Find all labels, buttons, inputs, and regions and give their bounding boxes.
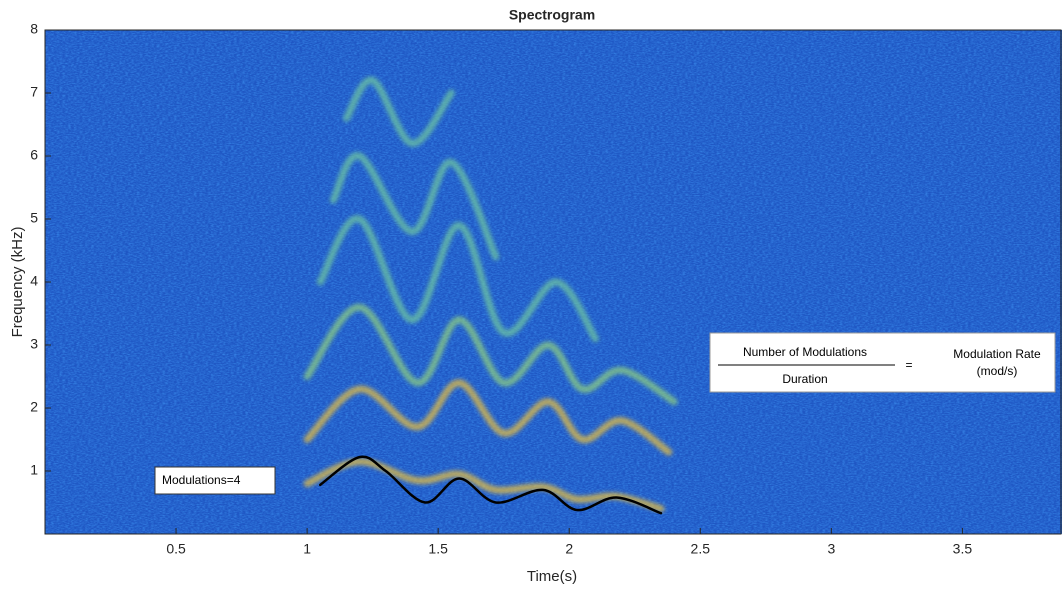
formula-denominator: Duration (782, 372, 827, 386)
x-tick-label: 2 (565, 541, 573, 557)
formula-result: Modulation Rate (953, 347, 1041, 361)
harmonic-band (316, 215, 599, 343)
x-tick-label: 1.5 (428, 541, 448, 557)
formula-equals: = (905, 358, 912, 372)
y-tick-label: 4 (30, 273, 38, 289)
y-tick-label: 7 (30, 84, 38, 100)
x-tick-label: 1 (303, 541, 311, 557)
formula-unit: (mod/s) (977, 364, 1018, 378)
harmonic-band (303, 303, 678, 406)
x-tick-label: 0.5 (166, 541, 186, 557)
modulation-trace (318, 455, 663, 515)
y-tick-label: 5 (30, 210, 38, 226)
x-axis-label: Time(s) (527, 568, 577, 585)
annotation-text: Modulations=4 (162, 473, 241, 487)
y-axis-label: Frequency (kHz) (9, 227, 26, 338)
annotation-box (154, 466, 276, 495)
chart-title: Spectrogram (509, 7, 595, 23)
x-tick-label: 3 (827, 541, 835, 557)
formula-box (709, 332, 1056, 393)
formula-numerator: Number of Modulations (743, 345, 867, 359)
harmonic-band (329, 152, 500, 261)
y-tick-label: 6 (30, 147, 38, 163)
y-tick-label: 3 (30, 336, 38, 352)
harmonic-band (303, 379, 673, 456)
y-tick-label: 2 (30, 399, 38, 415)
marks (45, 76, 1062, 532)
x-tick-label: 2.5 (691, 541, 711, 557)
y-tick-label: 8 (30, 21, 38, 37)
x-tick-label: 3.5 (953, 541, 973, 557)
y-tick-label: 1 (30, 462, 38, 478)
harmonic-band (342, 76, 455, 147)
